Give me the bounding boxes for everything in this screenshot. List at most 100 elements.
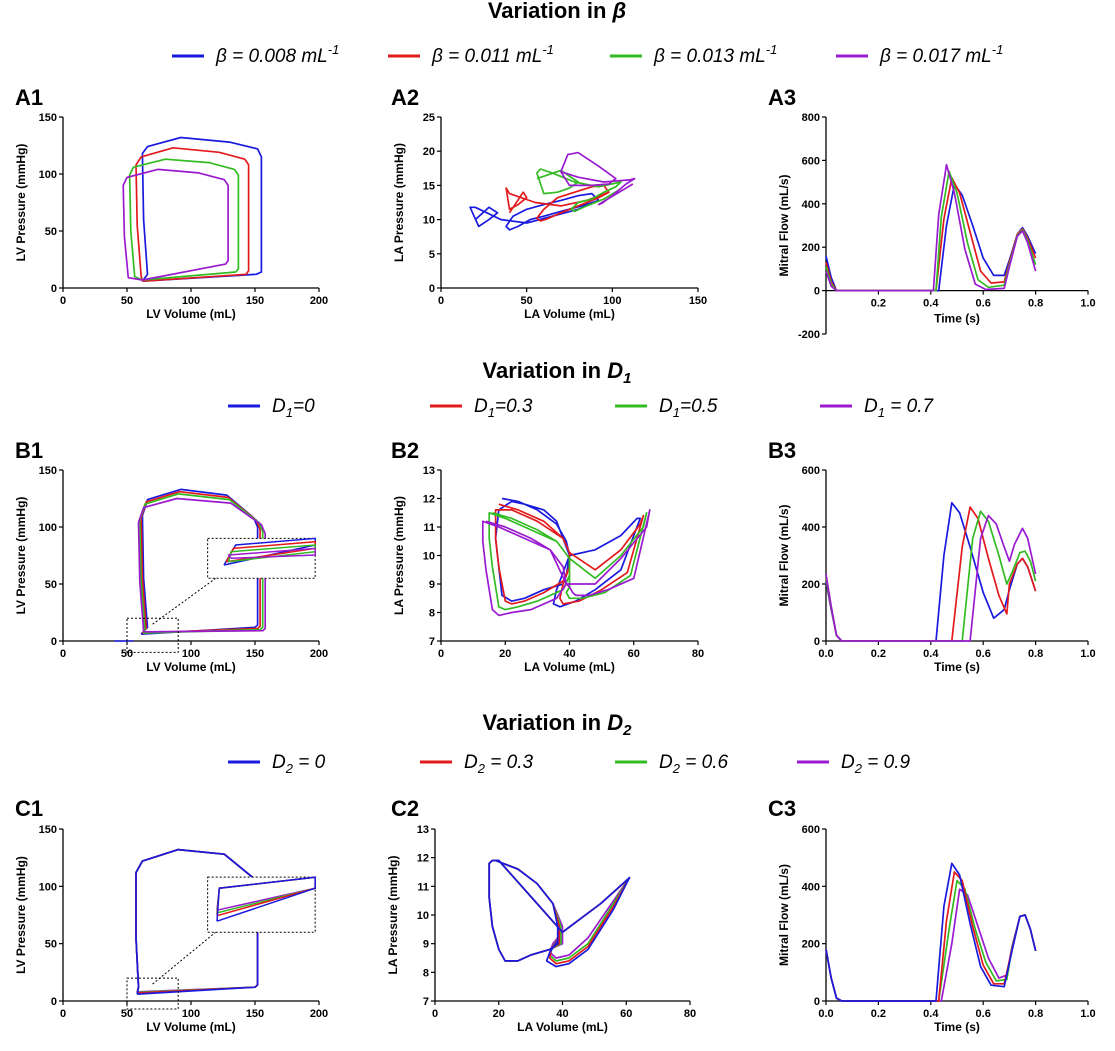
legend-symbol: D (864, 396, 878, 417)
legend-subscript: 1 (878, 405, 885, 420)
y-axis-label: LA Pressure (mmHg) (386, 856, 400, 975)
y-tick-label: 12 (423, 494, 435, 506)
panel-b2: B2 7 8 9 10 11 12 13 0 20 40 60 80 LA Volume (mL) LA P… (391, 438, 704, 674)
panel-c1: C1 0 50 100 150 0 50 100 150 200 LV Volume (mL) LV … (14, 796, 328, 1034)
legend-value: =0.3 (495, 396, 533, 417)
series-line-3 (825, 871, 1037, 1002)
x-tick-label: 100 (182, 1008, 200, 1020)
series-line-1 (140, 488, 259, 636)
row-title-subscript: 2 (622, 722, 632, 739)
legend-symbol: β (653, 46, 665, 67)
x-tick-label: 1.0 (1080, 648, 1095, 660)
row-title: Variation in β (488, 0, 626, 23)
y-axis-label: LV Pressure (mmHg) (14, 144, 28, 262)
y-tick-label: 0 (51, 996, 57, 1008)
inset-series-line-4 (216, 876, 316, 922)
legend-label: β = 0.017 mL-1 (879, 42, 1003, 67)
x-tick-label: 0.2 (871, 298, 886, 310)
x-tick-label: 0.2 (871, 1008, 886, 1020)
y-axis-label: LA Pressure (mmHg) (392, 496, 406, 615)
y-axis-label: LV Pressure (mmHg) (14, 497, 28, 615)
x-tick-label: 100 (603, 295, 621, 307)
x-axis-label: Time (s) (934, 660, 980, 674)
x-tick-label: 0.6 (976, 1008, 991, 1020)
x-tick-label: 0 (60, 1008, 66, 1020)
legend-value: = 0.7 (885, 396, 934, 417)
x-tick-label: 60 (620, 1008, 632, 1020)
x-axis-label: LV Volume (mL) (146, 307, 236, 321)
legend-label: β = 0.008 mL-1 (215, 42, 339, 67)
panel-label: C1 (15, 796, 43, 821)
x-tick-label: 1.0 (1080, 298, 1095, 310)
y-tick-label: 7 (429, 636, 435, 648)
legend-symbol: β (215, 46, 227, 67)
series-line-3 (128, 158, 240, 281)
x-tick-label: 0 (60, 648, 66, 660)
series-line-4 (135, 848, 259, 995)
row-title: Variation in D2 (483, 710, 633, 739)
y-tick-label: 25 (423, 112, 435, 124)
legend-label: D1 = 0.7 (864, 396, 934, 420)
y-axis-label: Mitral Flow (mL/s) (777, 504, 791, 606)
x-axis-label: Time (s) (934, 312, 980, 326)
y-tick-label: 100 (39, 522, 57, 534)
x-tick-label: 100 (182, 295, 200, 307)
x-tick-label: 100 (182, 648, 200, 660)
legend-subscript: 1 (286, 405, 293, 420)
y-tick-label: 9 (429, 579, 435, 591)
y-tick-label: 10 (423, 215, 435, 227)
x-tick-label: 0.0 (818, 648, 833, 660)
legend-label: D2 = 0.3 (464, 752, 533, 776)
panel-label: C3 (768, 796, 796, 821)
x-tick-label: 0.8 (1028, 648, 1043, 660)
legend-value: = 0 (293, 752, 326, 773)
legend-value: = 0.3 (485, 752, 533, 773)
panel-c3: C3 0 200 400 600 0.0 0.2 0.4 0.6 0.8 1.0 Time (s) Mi… (768, 796, 1096, 1034)
x-tick-label: 60 (628, 648, 640, 660)
legend-superscript: -1 (766, 42, 778, 57)
panel-b3: B3 0 200 400 600 0.0 0.2 0.4 0.6 0.8 1.0 Time (s) Mi… (768, 438, 1096, 674)
panel-label: A1 (15, 85, 43, 110)
x-tick-label: 50 (521, 295, 533, 307)
x-axis-label: LA Volume (mL) (517, 1020, 608, 1034)
panel-b1: B1 0 50 100 150 0 50 100 150 200 LV Volume (mL) LV … (14, 438, 328, 674)
y-axis-label: LV Pressure (mmHg) (14, 856, 28, 974)
series-line-3 (825, 170, 1037, 292)
x-tick-label: 50 (121, 648, 133, 660)
x-tick-label: 0.4 (923, 1008, 939, 1020)
legend-label: D2 = 0 (272, 752, 326, 776)
legend-label: β = 0.011 mL-1 (431, 42, 554, 67)
y-tick-label: 100 (39, 169, 57, 181)
y-tick-label: 7 (423, 996, 429, 1008)
legend-value: =0 (293, 396, 315, 417)
series-line-4 (825, 862, 1037, 1002)
x-tick-label: 20 (499, 648, 511, 660)
y-tick-label: 600 (802, 824, 820, 836)
y-tick-label: 200 (802, 579, 820, 591)
legend-symbol: D (659, 752, 673, 773)
y-tick-label: 10 (417, 910, 429, 922)
y-tick-label: 600 (802, 465, 820, 477)
y-tick-label: 9 (423, 939, 429, 951)
y-tick-label: 8 (423, 967, 429, 979)
series-line-3 (536, 168, 622, 213)
panel-label: A2 (391, 85, 419, 110)
x-tick-label: 40 (563, 648, 575, 660)
zoom-inset-box (207, 876, 316, 933)
legend-subscript: 2 (854, 761, 863, 776)
x-tick-label: 0.2 (871, 648, 886, 660)
y-tick-label: 0 (814, 996, 820, 1008)
x-tick-label: 200 (310, 648, 328, 660)
legend-label: D1=0.5 (659, 396, 718, 420)
legend-subscript: 2 (477, 761, 486, 776)
legend-superscript: -1 (992, 42, 1004, 57)
y-tick-label: 11 (417, 881, 429, 893)
panel-a1: A1 0 50 100 150 0 50 100 150 200 LV Volume (mL) LV … (14, 85, 328, 321)
panel-label: B2 (391, 438, 419, 463)
row-title-prefix: Variation in (483, 358, 608, 383)
x-tick-label: 0.6 (976, 298, 991, 310)
series-line-1 (469, 192, 600, 231)
legend-symbol: D (474, 396, 488, 417)
legend-value: = 0.011 mL (443, 46, 542, 67)
